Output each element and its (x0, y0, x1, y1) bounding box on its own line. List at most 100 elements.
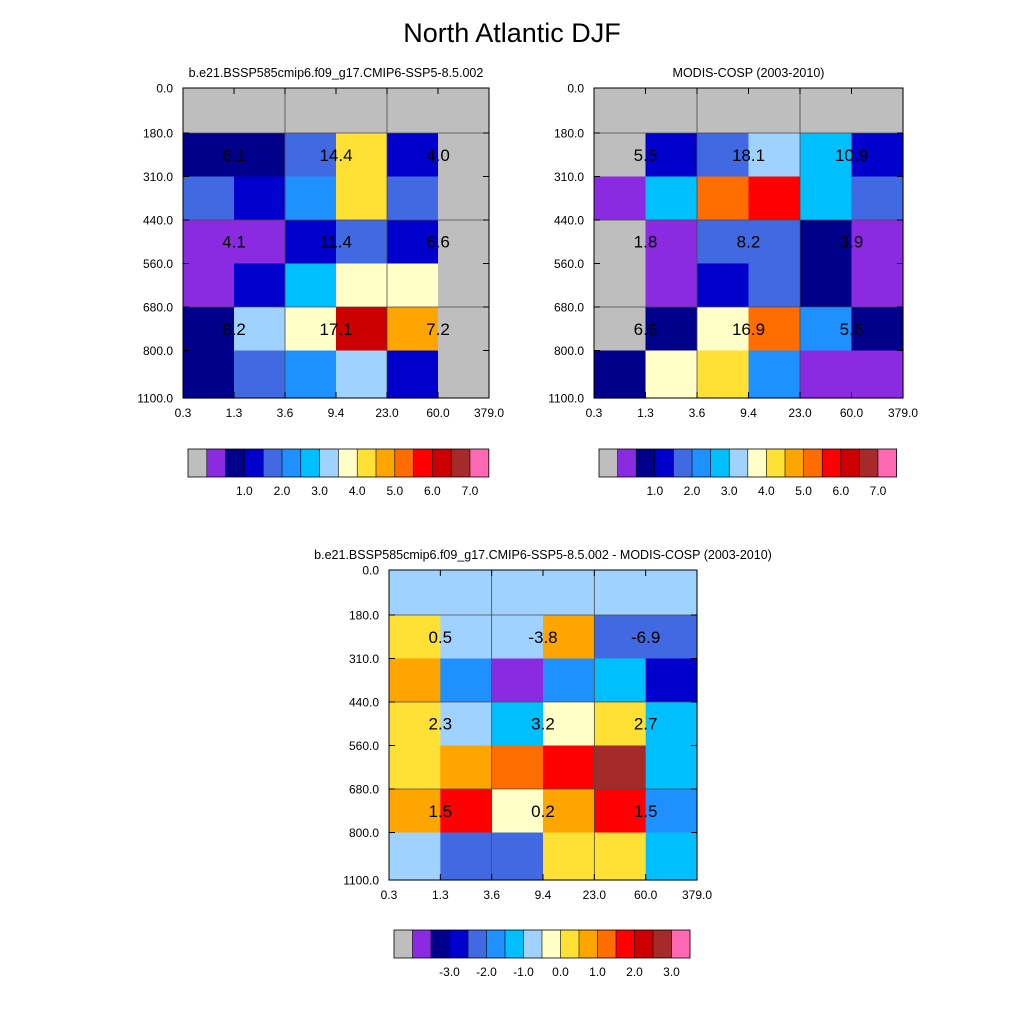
heatmap-cell (440, 702, 493, 747)
colorbar-label: -3.0 (439, 965, 460, 979)
x-tick-label: 0.3 (175, 406, 192, 420)
colorbar-label: 5.0 (386, 484, 403, 498)
heatmap-cell (491, 658, 544, 703)
heatmap-cell (387, 350, 439, 399)
colorbar-swatch (859, 449, 879, 477)
heatmap-cell (851, 220, 904, 265)
heatmap-cell (389, 745, 441, 790)
heatmap-cell (336, 263, 388, 308)
colorbar-swatch (412, 930, 432, 958)
heatmap-cell (543, 745, 595, 790)
heatmap-cell (800, 88, 853, 134)
y-tick-label: 440.0 (554, 213, 584, 227)
heatmap-cell (851, 350, 904, 399)
y-tick-label: 310.0 (143, 170, 173, 184)
data-label: 14.4 (319, 146, 352, 165)
heatmap-cell (440, 745, 493, 790)
heatmap-cell (336, 133, 388, 178)
heatmap-cell (697, 263, 750, 308)
y-tick-label: 800.0 (554, 344, 584, 358)
heatmap-cell (285, 350, 337, 399)
heatmap-cell (389, 832, 441, 881)
heatmap-cell (387, 133, 439, 178)
heatmap-cell (748, 220, 801, 265)
heatmap-cell (491, 832, 544, 881)
heatmap-cell (594, 176, 647, 221)
colorbar-swatch (470, 449, 490, 477)
y-tick-label: 560.0 (349, 739, 379, 753)
heatmap-cell (389, 615, 441, 660)
colorbar-swatch (654, 449, 674, 477)
heatmap-cell (800, 263, 853, 308)
colorbar-swatch (244, 449, 264, 477)
x-tick-label: 0.3 (586, 406, 603, 420)
colorbar-frame (187, 448, 490, 478)
heatmap-cell (800, 307, 853, 352)
heatmap-cell (543, 615, 595, 660)
heatmap-panel-2: MODIS-COSP (2003-2010) 0.3 1.3 3.6 9.4 23.0 60… (548, 66, 918, 498)
heatmap-cell (389, 570, 441, 616)
heatmap-cell (543, 570, 595, 616)
colorbar-label: 2.0 (274, 484, 291, 498)
y-tick-label: 440.0 (349, 695, 379, 709)
heatmap-cell (697, 350, 750, 399)
data-label: 8.2 (222, 320, 246, 339)
y-tick-label: 1100.0 (548, 392, 584, 406)
colorbar-swatch (413, 449, 433, 477)
heatmap-cell (183, 220, 235, 265)
heatmap-cell (645, 570, 698, 616)
colorbar-swatch (188, 449, 208, 477)
colorbar-label: 3.0 (663, 965, 680, 979)
heatmap-cell (438, 220, 490, 265)
heatmap-cell (440, 832, 493, 881)
heatmap-cell (438, 263, 490, 308)
y-tick-label: 440.0 (143, 213, 173, 227)
colorbar-swatch (282, 449, 302, 477)
colorbar-label: 6.0 (424, 484, 441, 498)
y-tick-label: 0.0 (362, 564, 379, 578)
colorbar-swatch (206, 449, 226, 477)
heatmap-cell (336, 220, 388, 265)
x-tick-label: 60.0 (634, 888, 658, 902)
heatmap-cell (594, 789, 647, 834)
data-label: 0.2 (531, 802, 555, 821)
x-tick-label: 379.0 (474, 406, 504, 420)
heatmap-panel-3: b.e21.BSSP585cmip6.f09_g17.CMIP6-SSP5-8.… (314, 548, 772, 979)
data-label: 1.5 (429, 802, 453, 821)
colorbar-label: 6.0 (832, 484, 849, 498)
heatmap-cell (697, 220, 750, 265)
heatmap-cell (748, 263, 801, 308)
heatmap-cell (645, 88, 698, 134)
heatmap-cell (387, 263, 439, 308)
heatmap-cell (336, 88, 388, 134)
colorbar: 1.0 2.0 3.0 4.0 5.0 6.0 7.0 (187, 448, 490, 498)
heatmap-cell (645, 350, 698, 399)
colorbar-swatch (617, 449, 637, 477)
y-tick-label: 560.0 (143, 257, 173, 271)
data-label: 6.6 (426, 233, 450, 252)
heatmap-panel-1: b.e21.BSSP585cmip6.f09_g17.CMIP6-SSP5-8.… (137, 66, 504, 498)
colorbar-swatch (840, 449, 860, 477)
colorbar-label: 1.0 (589, 965, 606, 979)
heatmap-cell (800, 350, 853, 399)
panel-title: b.e21.BSSP585cmip6.f09_g17.CMIP6-SSP5-8.… (189, 66, 484, 80)
colorbar-swatch (636, 449, 656, 477)
x-tick-label: 379.0 (888, 406, 918, 420)
data-label: 10.9 (835, 146, 868, 165)
x-tick-label: 3.6 (689, 406, 706, 420)
colorbar-swatch (747, 449, 767, 477)
data-label: 1.8 (634, 233, 658, 252)
heatmap-cell (851, 176, 904, 221)
x-tick-label: 0.3 (381, 888, 398, 902)
data-label: 18.1 (732, 146, 765, 165)
heatmap-cell (594, 88, 647, 134)
heatmap-cell (285, 307, 337, 352)
heatmap-cell (440, 570, 493, 616)
y-tick-label: 180.0 (349, 609, 379, 623)
heatmap-cell (645, 789, 698, 834)
colorbar-swatch (673, 449, 693, 477)
data-label: 11.4 (320, 233, 352, 252)
heatmap-cell (285, 88, 337, 134)
data-label: 6.1 (222, 146, 246, 165)
